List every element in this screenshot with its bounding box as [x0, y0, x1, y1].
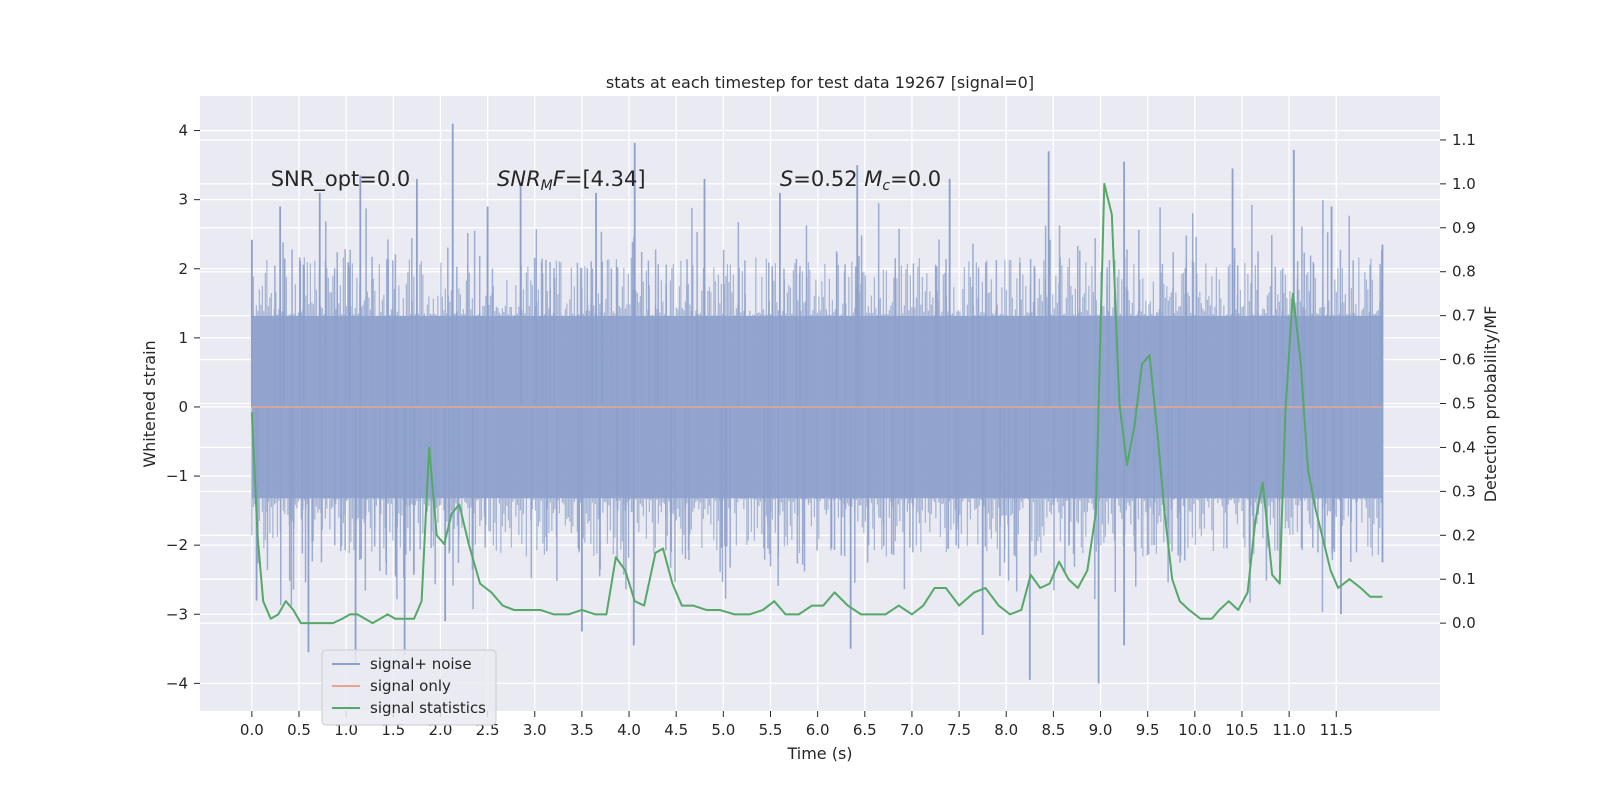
- x-tick-label: 4.5: [664, 721, 688, 739]
- y-right-tick-label: 1.0: [1452, 175, 1476, 193]
- x-tick-label: 11.0: [1272, 721, 1305, 739]
- annotation: S=0.52 Mc=0.0: [780, 167, 941, 194]
- x-tick-label: 5.5: [759, 721, 783, 739]
- annotation-part: S: [780, 167, 793, 191]
- x-tick-label: 11.5: [1320, 721, 1353, 739]
- x-tick-label: 9.0: [1089, 721, 1113, 739]
- y-right-tick-label: 0.7: [1452, 307, 1476, 325]
- signal-statistics-line: [250, 182, 1383, 625]
- annotation-part: F: [553, 167, 566, 191]
- y-tick-label: 4: [178, 122, 188, 140]
- y-tick-label: −4: [166, 674, 188, 692]
- chart-title: stats at each timestep for test data 192…: [606, 73, 1034, 92]
- y-right-tick-label: 0.8: [1452, 263, 1476, 281]
- legend: signal+ noise signal only signal statist…: [321, 649, 497, 726]
- legend-label-stats: signal statistics: [370, 699, 486, 717]
- legend-label-noise: signal+ noise: [370, 655, 472, 673]
- y-tick-label: −1: [166, 467, 188, 485]
- y-tick-label: −2: [166, 536, 188, 554]
- x-tick-label: 7.0: [900, 721, 924, 739]
- y-tick-label: 3: [178, 191, 188, 209]
- y-right-tick-label: 0.9: [1452, 219, 1476, 237]
- x-tick-label: 3.0: [523, 721, 547, 739]
- annotation-part: =0.52: [793, 167, 864, 191]
- y-axis-title-left: Whitened strain: [140, 340, 159, 467]
- line-series: [250, 182, 1383, 625]
- ticks: 0.0 0.5 1.0 1.5 2.0 2.5 3.0 3.5 4.0 4.5 5.0 5.5 6.0 6…: [166, 122, 1476, 739]
- x-tick-label: 8.0: [994, 721, 1018, 739]
- y-right-tick-label: 0.6: [1452, 351, 1476, 369]
- x-tick-label: 5.0: [711, 721, 735, 739]
- y-right-tick-label: 0.1: [1452, 570, 1476, 588]
- y-tick-label: 2: [178, 260, 188, 278]
- annotations: SNR_opt=0.0 SNRMF=[4.34] S=0.52 Mc=0.0: [271, 167, 941, 194]
- x-tick-label: 0.5: [287, 721, 311, 739]
- legend-box: [321, 649, 497, 726]
- annotation-part: =0.0: [890, 167, 941, 191]
- annotation-part: M: [864, 167, 882, 191]
- y-right-tick-label: 0.5: [1452, 395, 1476, 413]
- x-axis-title: Time (s): [786, 744, 852, 763]
- annotation-part: M: [541, 177, 553, 193]
- y-tick-label: 0: [178, 398, 188, 416]
- annotation-part: =[4.34]: [565, 167, 646, 191]
- y-right-tick-label: 0.3: [1452, 482, 1476, 500]
- y-right-tick-label: 0.2: [1452, 526, 1476, 544]
- x-tick-label: 9.5: [1136, 721, 1160, 739]
- annotation-part: c: [882, 177, 890, 193]
- annotation-part: SNR_opt=0.0: [271, 167, 411, 192]
- y-right-tick-label: 0.0: [1452, 614, 1476, 632]
- x-tick-label: 7.5: [947, 721, 971, 739]
- x-tick-label: 10.5: [1225, 721, 1258, 739]
- legend-label-signal: signal only: [370, 677, 451, 695]
- x-tick-label: 10.0: [1178, 721, 1211, 739]
- x-tick-label: 8.5: [1041, 721, 1065, 739]
- y-tick-label: −3: [166, 605, 188, 623]
- x-tick-label: 3.5: [570, 721, 594, 739]
- annotation: SNR_opt=0.0: [271, 167, 411, 192]
- x-tick-label: 6.0: [806, 721, 830, 739]
- x-tick-label: 6.5: [853, 721, 877, 739]
- y-right-tick-label: 1.1: [1452, 131, 1476, 149]
- annotation: SNRMF=[4.34]: [497, 167, 646, 194]
- y-right-tick-label: 0.4: [1452, 438, 1476, 456]
- x-tick-label: 0.0: [240, 721, 264, 739]
- annotation-part: SNR: [497, 167, 541, 191]
- y-axis-title-right: Detection probability/MF: [1481, 306, 1500, 503]
- y-tick-label: 1: [178, 329, 188, 347]
- x-tick-label: 4.0: [617, 721, 641, 739]
